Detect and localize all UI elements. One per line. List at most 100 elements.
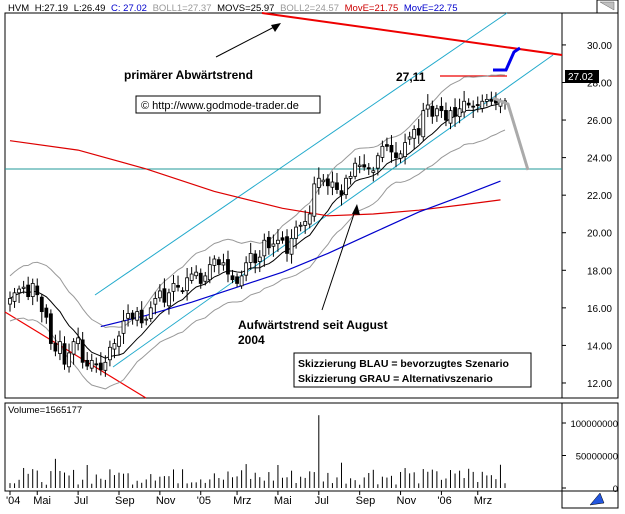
candle-body xyxy=(421,110,426,138)
legend-symbol: HVM xyxy=(8,3,29,14)
y-tick-label: 28.00 xyxy=(587,78,612,89)
x-tick-label: Mai xyxy=(33,495,51,507)
candle-body xyxy=(148,307,153,319)
candle-body xyxy=(244,262,249,276)
candle-body xyxy=(380,145,385,158)
candle-body xyxy=(176,285,180,288)
candle-body xyxy=(98,362,103,371)
candle-body xyxy=(453,107,457,117)
price-panel-frame xyxy=(4,12,563,399)
y-tick-label: 16.00 xyxy=(587,304,612,315)
candle-body xyxy=(403,142,407,158)
candle-body xyxy=(348,175,353,179)
candle-body xyxy=(375,155,380,169)
candle-body xyxy=(58,341,62,354)
candle-body xyxy=(94,363,99,366)
candle-body xyxy=(407,136,412,140)
candle-body xyxy=(62,343,67,365)
volume-panel-frame xyxy=(4,402,563,492)
volume-tick-labels: 100000000 50000000 0 xyxy=(562,419,618,495)
candle-body xyxy=(80,339,85,363)
candle-body xyxy=(276,239,280,245)
volume-axis-frame xyxy=(561,402,619,492)
trend-lines xyxy=(4,12,563,399)
candle-body xyxy=(266,236,271,249)
candle-body xyxy=(257,256,262,262)
candle-body xyxy=(389,144,394,153)
primary-trend-arrowhead xyxy=(271,23,281,32)
lower-red-downtrend-line xyxy=(4,311,147,399)
candle-body xyxy=(185,277,190,292)
candle-body xyxy=(294,226,299,239)
candle-body xyxy=(330,181,335,188)
x-tick-label: Nov xyxy=(397,495,417,507)
x-tick-label: Jul xyxy=(74,495,88,507)
channel-lower-line xyxy=(112,54,554,368)
uptrend-year-label: 2004 xyxy=(238,333,265,347)
candle-body xyxy=(216,259,221,266)
uptrend-label: Aufwärtstrend seit August xyxy=(238,318,388,332)
candle-body xyxy=(207,264,212,281)
copyright-box xyxy=(135,95,321,114)
candle-body xyxy=(466,102,471,106)
x-tick-label: Mrz xyxy=(474,495,492,507)
candle-body xyxy=(153,298,158,305)
candle-body xyxy=(394,152,398,159)
candle-body xyxy=(67,352,71,368)
candle-body xyxy=(8,298,12,305)
price-grid xyxy=(562,44,566,384)
primary-trend-label: primärer Abwärtstrend xyxy=(124,68,253,82)
candle-body xyxy=(312,183,317,217)
candle-body xyxy=(198,272,203,284)
candle-body xyxy=(112,343,117,350)
legend-high: H:27.19 xyxy=(35,3,68,14)
price-label-27-11: 27,11 xyxy=(396,70,426,84)
primary-downtrend-line xyxy=(261,12,563,56)
candle-body xyxy=(85,359,90,367)
x-tick-label: '05 xyxy=(197,495,211,507)
scroll-corner-icon[interactable] xyxy=(599,1,615,11)
candle-body xyxy=(121,320,126,334)
x-tick-label: Sep xyxy=(356,495,376,507)
candlesticks xyxy=(8,90,507,377)
x-tick-label: Sep xyxy=(115,495,135,507)
candle-body xyxy=(434,108,439,117)
nav-arrow-icon[interactable] xyxy=(589,492,605,506)
candle-body xyxy=(425,104,430,110)
scenario-gray-text: Skizzierung GRAU = Alternativszenario xyxy=(298,373,493,385)
x-tick-label: '06 xyxy=(437,495,451,507)
bollinger-lower-line xyxy=(9,129,506,390)
candle-body xyxy=(321,179,326,183)
svg-text:HVM H:27.19 L:26.49: HVM H:27.19 L:26.49 C: 27.02 BOLL1=27.37… xyxy=(8,3,457,14)
legend-boll2: BOLL2=24.57 xyxy=(280,3,339,14)
legend-low: L:26.49 xyxy=(74,3,106,14)
y-tick-label: 20.00 xyxy=(587,229,612,240)
candle-body xyxy=(489,98,494,102)
candle-body xyxy=(253,253,258,264)
candle-body xyxy=(335,182,339,190)
candle-body xyxy=(194,271,199,277)
copyright-text: © http://www.godmode-trader.de xyxy=(141,100,299,112)
legend-close: C: 27.02 xyxy=(111,3,147,14)
candle-body xyxy=(21,286,26,289)
time-axis-labels: '04 Mai Jul Sep Nov '05 Mrz Mai Jul Sep Nov '06 Mrz xyxy=(6,491,492,507)
candle-body xyxy=(280,237,285,241)
candle-body xyxy=(226,259,230,275)
bollinger-middle-line xyxy=(9,102,506,359)
candle-body xyxy=(135,311,140,321)
legend-move-red: MovE=21.75 xyxy=(345,3,399,14)
candle-body xyxy=(325,178,330,187)
y-tick-label: 18.00 xyxy=(587,266,612,277)
candle-body xyxy=(53,342,58,352)
candle-body xyxy=(430,105,435,117)
candle-body xyxy=(366,167,371,170)
scenario-blue-text: Skizzierung BLAU = bevorzugtes Szenario xyxy=(298,358,509,370)
y-tick-label: 22.00 xyxy=(587,191,612,202)
candle-body xyxy=(103,361,108,371)
candle-body xyxy=(35,285,40,296)
candle-body xyxy=(457,108,462,118)
volume-bars xyxy=(9,415,506,488)
candle-body xyxy=(221,262,226,266)
candle-body xyxy=(444,110,448,121)
candle-body xyxy=(353,162,358,177)
